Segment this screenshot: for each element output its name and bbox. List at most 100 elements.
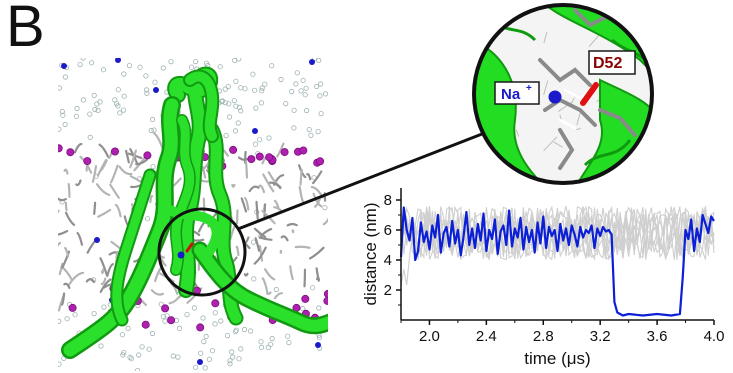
- water-molecule: [73, 113, 80, 119]
- water-molecule: [258, 100, 264, 106]
- residue-label: D52: [588, 50, 636, 75]
- water-molecule: [128, 356, 134, 362]
- water-molecule: [217, 64, 223, 70]
- water-molecule: [206, 356, 212, 362]
- water-molecule: [119, 332, 126, 338]
- lipid-headgroup: [211, 299, 220, 308]
- water-molecule: [176, 325, 183, 331]
- water-molecule: [230, 354, 236, 360]
- water-molecule: [252, 141, 259, 147]
- water-molecule: [286, 339, 292, 346]
- lipid-tail: [58, 197, 67, 202]
- lipid-headgroup: [265, 153, 274, 162]
- water-molecule: [162, 318, 168, 324]
- water-molecule: [203, 60, 209, 66]
- water-molecule: [72, 312, 78, 318]
- water-molecule: [303, 107, 310, 114]
- lipid-tail: [253, 227, 267, 239]
- water-molecule: [89, 60, 95, 66]
- lipid-headgroup: [299, 146, 308, 155]
- water-molecule: [58, 361, 62, 367]
- water-molecule: [269, 63, 275, 69]
- water-molecule: [291, 107, 297, 113]
- lipid-tail: [100, 268, 105, 275]
- lipid-headgroup: [167, 316, 176, 325]
- water-molecule: [127, 354, 133, 360]
- protein-helices: [61, 66, 328, 359]
- sodium-ion: [115, 58, 121, 63]
- lipid-tail: [63, 282, 71, 289]
- zoom-background-bond: [571, 97, 575, 103]
- chart-axes: 2 4 6 8 2.0 2.4 2.8 3.2 3.6 4.0: [384, 188, 724, 345]
- water-molecule: [62, 74, 69, 80]
- lipid-tail: [99, 278, 112, 293]
- water-molecule: [100, 67, 107, 73]
- water-molecule: [308, 132, 314, 138]
- water-molecule: [97, 99, 103, 105]
- water-molecule: [58, 318, 62, 324]
- lipid-tail: [244, 197, 250, 211]
- lipid-tail: [58, 209, 60, 214]
- water-molecule: [200, 315, 206, 321]
- lipid-headgroup: [247, 155, 256, 164]
- lipid-tail: [61, 292, 66, 306]
- water-molecule: [87, 111, 93, 117]
- zoom-d52-residue: [580, 82, 599, 106]
- lipid-headgroup: [58, 144, 63, 153]
- zoom-connector: [237, 132, 483, 231]
- water-molecule: [175, 354, 181, 360]
- lipid-tail: [99, 257, 108, 276]
- lipid-tail: [306, 173, 312, 181]
- water-molecule: [258, 339, 264, 345]
- water-molecule: [125, 325, 131, 331]
- lipid-tail: [276, 142, 285, 158]
- lipid-tail: [253, 246, 267, 265]
- lipid-tail: [322, 217, 328, 226]
- water-molecule: [224, 332, 231, 339]
- water-molecule: [170, 353, 176, 359]
- lipid-tail: [248, 185, 260, 193]
- lipid-headgroup: [196, 323, 205, 332]
- lipid-tail: [264, 268, 276, 281]
- water-molecule: [120, 107, 127, 113]
- water-molecule: [191, 305, 197, 311]
- water-molecule: [193, 58, 199, 65]
- water-molecule: [289, 88, 295, 95]
- water-molecule: [95, 107, 101, 114]
- lipid-tail: [58, 241, 62, 247]
- sodium-ion-marker: [177, 251, 185, 259]
- water-molecule: [259, 85, 265, 91]
- water-molecule: [151, 127, 157, 133]
- lipid-headgroup: [280, 148, 289, 157]
- lipid-tail: [98, 143, 110, 158]
- lipid-tail: [259, 228, 273, 238]
- water-molecule: [91, 310, 97, 317]
- water-molecule: [262, 81, 268, 87]
- lipid-tail: [64, 211, 76, 226]
- water-molecule: [143, 73, 149, 79]
- water-molecule: [266, 135, 272, 141]
- water-molecule: [98, 343, 104, 349]
- lipid-tail: [312, 170, 323, 185]
- lipid-headgroup: [143, 151, 152, 160]
- zoom-background-bond: [553, 141, 564, 148]
- water-molecule: [198, 350, 204, 356]
- water-molecule: [150, 164, 156, 170]
- lipid-tail: [258, 184, 266, 194]
- water-molecule: [58, 126, 62, 132]
- lipid-tail: [262, 173, 275, 193]
- lipid-tail: [286, 222, 298, 227]
- water-molecule: [189, 64, 195, 70]
- water-molecule: [115, 103, 121, 109]
- lipid-tail: [298, 185, 305, 204]
- lipid-tail: [231, 183, 236, 188]
- water-molecule: [278, 76, 284, 83]
- lipid-tail: [64, 246, 70, 258]
- water-molecule: [168, 58, 174, 65]
- highlight-traces: [399, 206, 715, 317]
- lipid-tail: [259, 236, 273, 241]
- lipid-headgroup: [83, 157, 92, 166]
- water-molecule: [64, 316, 70, 322]
- lipid-tail: [314, 198, 321, 208]
